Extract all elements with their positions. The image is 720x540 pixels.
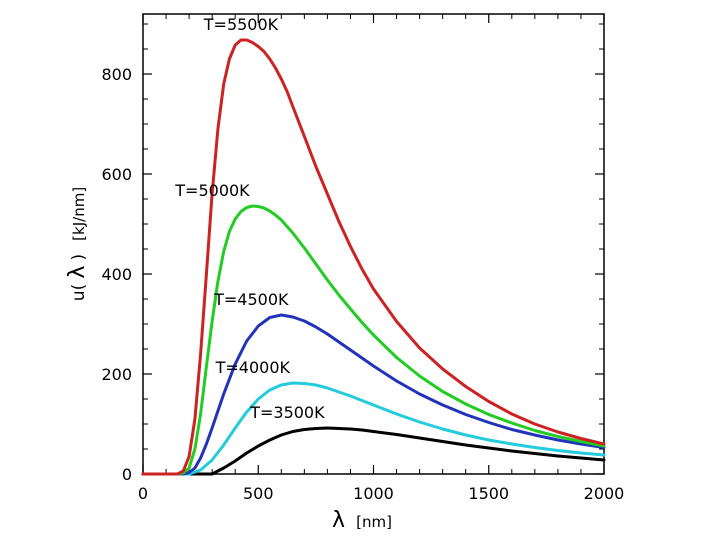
x-tick-label: 1500 — [468, 484, 509, 503]
series-labels: T=5500K T=5000K T=4500K T=4000K T=3500K — [174, 15, 325, 422]
x-tick-label: 1000 — [353, 484, 394, 503]
y-tick-label: 200 — [101, 365, 132, 384]
series-label: T=3500K — [249, 403, 325, 422]
x-axis-label: λ [nm] — [332, 508, 392, 533]
series-label: T=4500K — [213, 290, 289, 309]
y-tick-label: 800 — [101, 65, 132, 84]
x-tick-label: 500 — [243, 484, 274, 503]
y-axis-prefix: u( — [69, 284, 89, 301]
x-tick-label: 0 — [138, 484, 148, 503]
y-axis-unit: [kJ/nm] — [70, 187, 88, 241]
series-label: T=4000K — [215, 358, 291, 377]
x-axis-symbol: λ — [332, 508, 345, 533]
y-axis-label: u( λ ) [kJ/nm] — [65, 187, 90, 301]
y-axis-suffix: ) — [69, 254, 89, 261]
y-tick-label: 0 — [122, 465, 132, 484]
series-line — [141, 426, 606, 476]
series-line — [141, 313, 606, 476]
axis-ticks: 0 500 1000 1500 2000 0 200 400 600 800 — [101, 14, 624, 503]
series-line — [141, 38, 606, 476]
y-axis-symbol: λ — [65, 266, 90, 279]
series-line — [141, 204, 606, 476]
series-label: T=5500K — [203, 15, 279, 34]
series-label: T=5000K — [174, 181, 250, 200]
series-line — [141, 381, 606, 476]
y-tick-label: 400 — [101, 265, 132, 284]
x-tick-label: 2000 — [584, 484, 625, 503]
x-axis-unit: [nm] — [356, 513, 392, 531]
series-lines — [141, 38, 606, 476]
y-tick-label: 600 — [101, 165, 132, 184]
